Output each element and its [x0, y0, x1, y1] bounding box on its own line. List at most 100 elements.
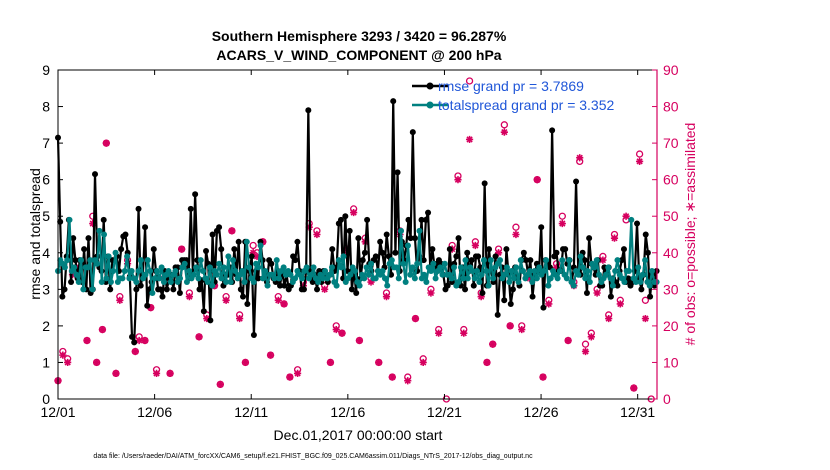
rmse-point — [346, 227, 353, 234]
y-tick-label: 1 — [42, 354, 50, 370]
obs-possible-marker — [635, 150, 644, 158]
totalspread-point — [135, 268, 142, 275]
y-right-tick-label: 10 — [663, 354, 679, 370]
totalspread-point — [490, 275, 497, 282]
totalspread-point — [103, 275, 110, 282]
rmse-point — [479, 289, 486, 296]
rmse-point — [235, 238, 242, 245]
legend: rmse grand pr = 3.7869 totalspread grand… — [412, 78, 615, 113]
obs-assimilated-marker — [533, 176, 541, 184]
obs-assimilated-marker — [500, 128, 508, 136]
rmse-point — [501, 297, 508, 304]
totalspread-point — [430, 260, 437, 267]
rmse-point — [72, 257, 79, 264]
totalspread-point — [273, 257, 280, 264]
totalspread-point — [137, 257, 144, 264]
totalspread-point — [464, 275, 471, 282]
totalspread-point — [154, 268, 161, 275]
rmse-point — [248, 253, 255, 260]
totalspread-point — [218, 275, 225, 282]
y-right-tick-label: 0 — [663, 391, 671, 407]
rmse-point — [57, 218, 64, 225]
totalspread-point — [124, 253, 131, 260]
totalspread-point — [554, 275, 561, 282]
totalspread-point — [190, 271, 197, 278]
rmse-point — [361, 249, 368, 256]
totalspread-point — [471, 275, 478, 282]
totalspread-point — [462, 257, 469, 264]
obs-possible-marker — [249, 241, 257, 250]
rmse-point — [70, 235, 77, 242]
obs-assimilated-marker — [241, 358, 250, 367]
rmse-point — [618, 257, 625, 264]
totalspread-point — [213, 271, 220, 278]
totalspread-point — [101, 231, 108, 238]
rmse-point — [268, 260, 275, 267]
obs-assimilated-marker — [518, 325, 526, 334]
totalspread-point — [398, 227, 405, 234]
obs-assimilated-marker — [228, 227, 236, 235]
obs-assimilated-marker — [435, 329, 443, 337]
rmse-point — [523, 257, 530, 264]
totalspread-point — [147, 268, 154, 275]
totalspread-point — [414, 260, 421, 267]
totalspread-point — [365, 271, 372, 278]
rmse-point — [85, 235, 92, 242]
totalspread-point — [612, 268, 619, 275]
obs-assimilated-marker — [98, 325, 107, 334]
obs-assimilated-marker — [558, 219, 566, 228]
rmse-point — [549, 127, 556, 134]
rmse-point — [237, 286, 244, 293]
totalspread-point — [416, 227, 423, 234]
rmse-point — [509, 286, 516, 293]
totalspread-point — [455, 279, 462, 286]
obs-assimilated-marker — [636, 157, 644, 165]
rmse-point — [355, 235, 362, 242]
rmse-point — [281, 282, 288, 289]
totalspread-point — [639, 271, 646, 278]
totalspread-point — [607, 275, 614, 282]
totalspread-point — [78, 257, 85, 264]
totalspread-point — [637, 279, 644, 286]
rmse-point — [647, 293, 654, 300]
totalspread-point — [121, 268, 128, 275]
obs-assimilated-marker — [286, 373, 294, 381]
totalspread-point — [276, 275, 283, 282]
rmse-point — [494, 311, 501, 318]
totalspread-point — [66, 216, 73, 223]
rmse-point — [294, 238, 301, 245]
totalspread-point — [107, 279, 114, 286]
obs-assimilated-marker — [147, 304, 155, 312]
totalspread-point — [441, 260, 448, 267]
totalspread-point — [646, 282, 653, 289]
totalspread-point — [308, 271, 315, 278]
totalspread-point — [427, 268, 434, 275]
totalspread-point — [536, 264, 543, 271]
rmse-point — [200, 308, 207, 315]
rmse-point — [372, 253, 379, 260]
series-lines — [55, 98, 660, 346]
rmse-point — [218, 246, 225, 253]
totalspread-point — [160, 279, 167, 286]
rmse-point — [196, 286, 203, 293]
obs-assimilated-marker — [630, 384, 638, 392]
x-axis-label: Dec.01,2017 00:00:00 start — [274, 427, 443, 443]
obs-assimilated-marker — [203, 314, 211, 323]
obs-assimilated-marker — [83, 336, 91, 345]
obs-assimilated-marker — [576, 154, 584, 162]
totalspread-point — [333, 282, 340, 289]
rmse-point — [209, 231, 216, 238]
totalspread-point — [547, 275, 554, 282]
totalspread-point — [628, 216, 635, 223]
obs-assimilated-marker — [375, 358, 383, 367]
totalspread-point — [195, 275, 202, 282]
x-tick-label: 12/16 — [330, 404, 365, 420]
totalspread-point — [483, 268, 490, 275]
totalspread-point — [340, 253, 347, 260]
totalspread-point — [209, 282, 216, 289]
rmse-point — [150, 246, 157, 253]
totalspread-point — [632, 279, 639, 286]
rmse-point — [244, 300, 251, 307]
totalspread-point — [181, 260, 188, 267]
